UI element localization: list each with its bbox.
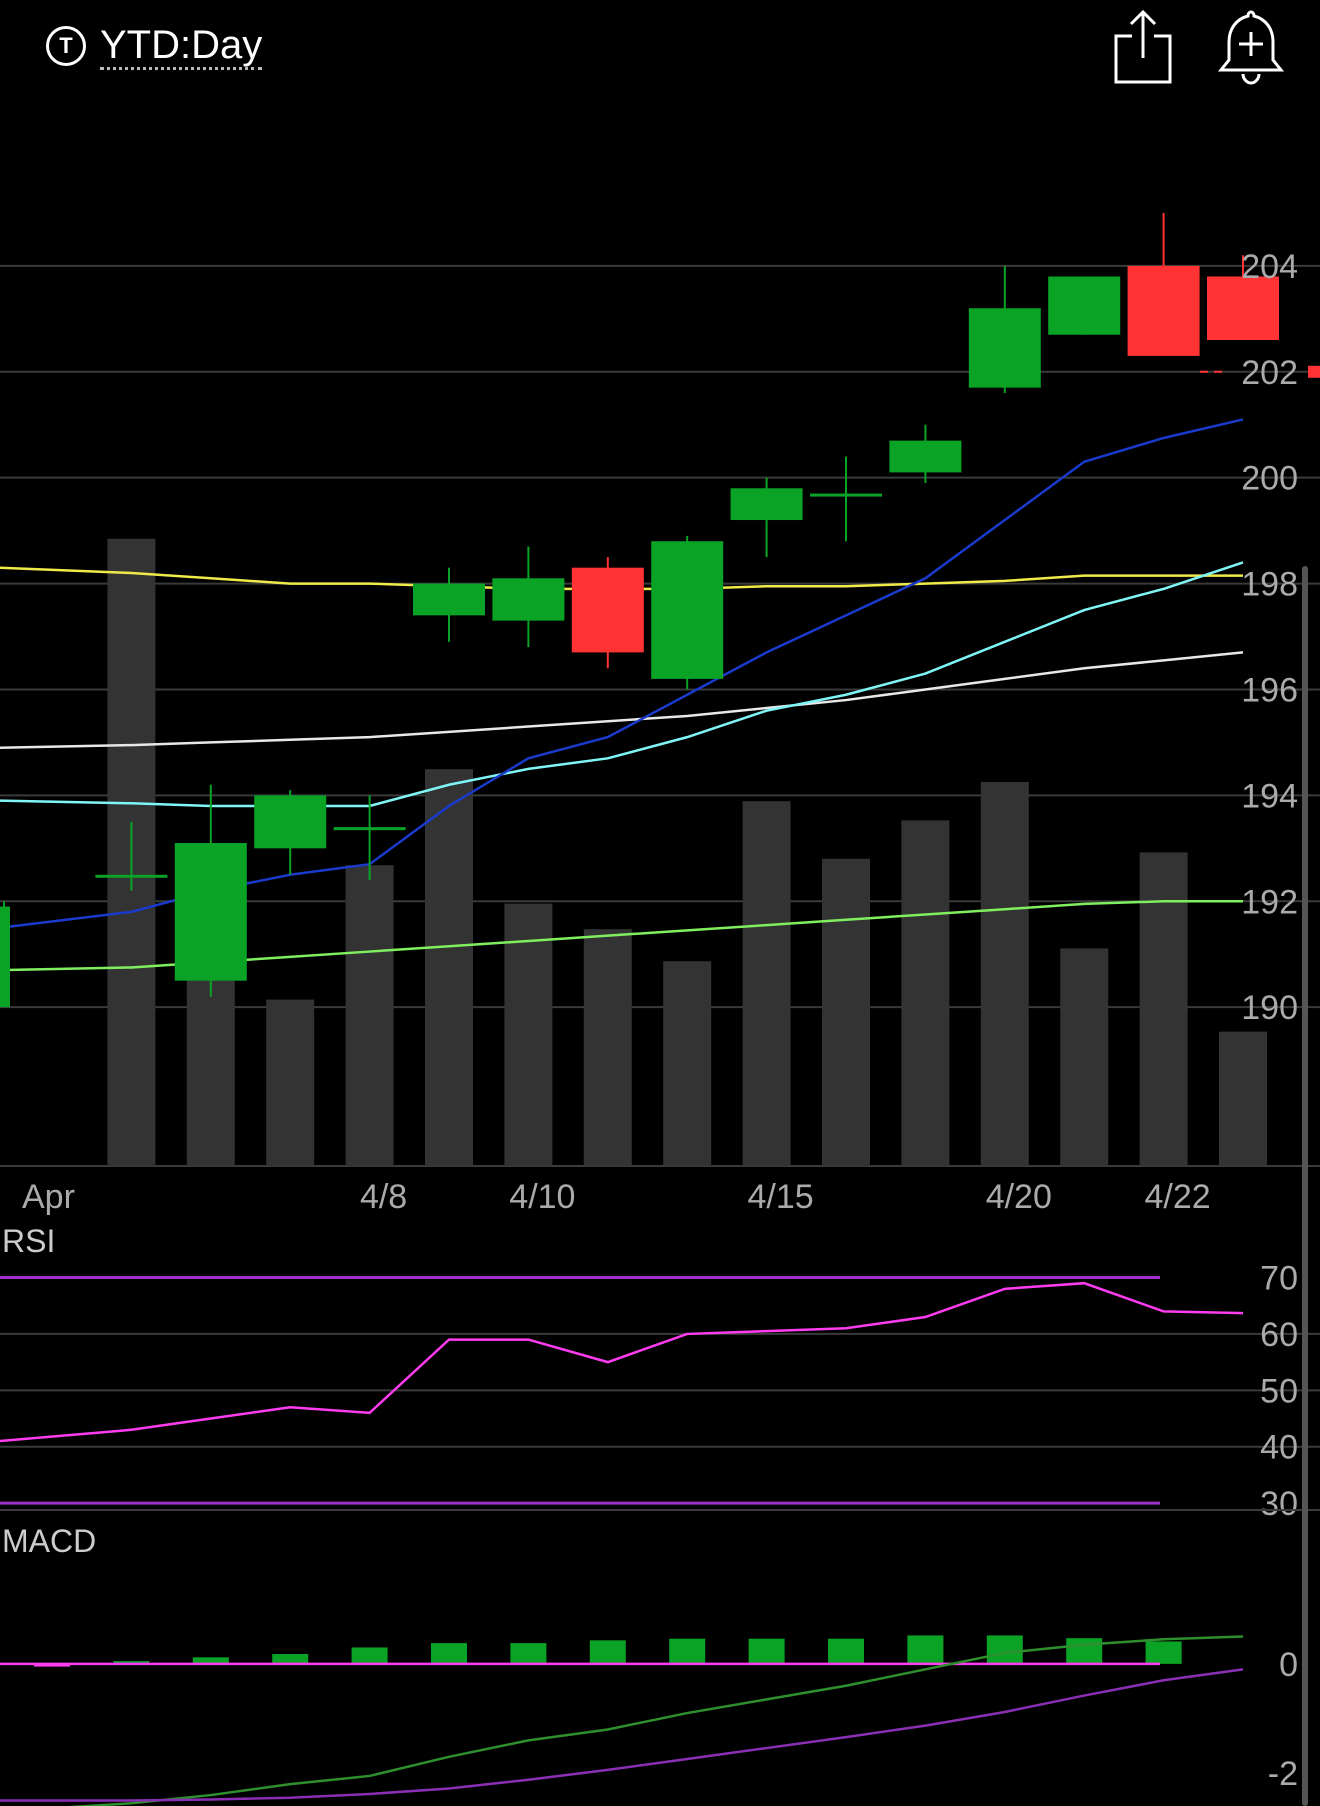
candle-body [0, 906, 10, 1008]
candle-body [968, 308, 1041, 388]
volume-bar [425, 769, 473, 1166]
macd-histogram-bar [272, 1654, 309, 1664]
macd-histogram-bar [510, 1643, 547, 1664]
macd-histogram-bar [907, 1635, 944, 1664]
candle-body [413, 583, 485, 616]
volume-bar [901, 820, 950, 1166]
ticker-circle-icon: T [46, 26, 86, 66]
macd-line [67, 1635, 1244, 1806]
volume-bar [822, 858, 870, 1166]
macd-histogram-bar [828, 1638, 864, 1664]
price-tick-label: 190 [1241, 989, 1298, 1027]
macd-title: MACD [2, 1523, 96, 1559]
moving-average-line [0, 651, 1244, 749]
vertical-scrollbar[interactable] [1302, 566, 1308, 1806]
date-tick-label: 4/15 [748, 1178, 814, 1216]
candle-body [1048, 276, 1121, 335]
price-tick-label: 198 [1241, 566, 1298, 604]
share-button[interactable] [1110, 6, 1176, 86]
price-tick-label: 196 [1241, 671, 1298, 709]
volume-bar [663, 961, 712, 1166]
date-tick-label: 4/10 [509, 1178, 575, 1216]
date-tick-label: 4/22 [1145, 1178, 1211, 1216]
candle-body [254, 795, 327, 849]
price-tick-label: 192 [1241, 883, 1298, 921]
volume-bar [1219, 1031, 1267, 1166]
price-tick-label: 194 [1241, 777, 1298, 815]
rsi-tick-label: 60 [1260, 1316, 1298, 1354]
candle-body [889, 440, 962, 473]
price-tick-label: 200 [1241, 460, 1298, 498]
volume-bar [504, 903, 553, 1166]
moving-average-line [0, 418, 1244, 929]
macd-histogram-bar [431, 1643, 467, 1664]
rsi-tick-label: 30 [1260, 1485, 1298, 1523]
macd-signal-line [0, 1668, 1244, 1802]
candle-body [651, 541, 724, 679]
candle-body [333, 827, 406, 831]
volume-bar [266, 999, 315, 1166]
macd-histogram-bar [1066, 1638, 1103, 1664]
chart-header: T YTD:Day [0, 0, 1320, 90]
rsi-tick-label: 40 [1260, 1429, 1298, 1467]
period-selector-button[interactable]: T YTD:Day [46, 18, 263, 74]
macd-histogram-bar [113, 1661, 150, 1664]
candle-body [1127, 265, 1200, 356]
price-tick-label: 202 [1241, 354, 1298, 392]
volume-bar [980, 782, 1029, 1166]
macd-histogram-bar [351, 1647, 388, 1664]
candle-body [95, 874, 168, 878]
moving-average-lines [0, 418, 1244, 972]
rsi-tick-label: 50 [1260, 1372, 1298, 1410]
volume-bar [1060, 948, 1109, 1166]
volume-bar [742, 801, 791, 1166]
macd-histogram-bar [1145, 1641, 1182, 1664]
macd-histogram-bar [986, 1635, 1023, 1664]
rsi-line [0, 1281, 1244, 1443]
macd-tick-label: -2 [1268, 1755, 1298, 1793]
candle-body [174, 843, 247, 981]
date-tick-label: 4/20 [986, 1178, 1052, 1216]
date-tick-label: 4/8 [360, 1178, 407, 1216]
candle-body [1207, 276, 1279, 341]
price-candles [0, 212, 1279, 1008]
macd-histogram-bar [34, 1663, 70, 1667]
add-alert-bell-icon [1217, 10, 1285, 85]
volume-bar [345, 865, 394, 1166]
candle-body [571, 567, 644, 653]
volume-bar [583, 929, 632, 1166]
last-price-marker [1308, 365, 1320, 378]
candle-body [492, 578, 565, 621]
price-axis: 190 192 194 196 198 200 202 204 [1200, 248, 1320, 1027]
price-tick-label: 204 [1241, 248, 1298, 286]
macd-histogram-bar [192, 1657, 229, 1664]
macd-histogram-bar [589, 1640, 626, 1664]
macd-panel: MACD 0 -2 [0, 1523, 1298, 1806]
macd-histogram-bar [669, 1638, 706, 1664]
share-icon [1114, 9, 1172, 84]
volume-bars [107, 538, 1267, 1166]
rsi-panel: RSI 30 40 50 60 70 [0, 1223, 1320, 1523]
rsi-tick-label: 70 [1260, 1260, 1298, 1298]
moving-average-line [0, 900, 1243, 972]
macd-tick-label: 0 [1279, 1646, 1298, 1684]
moving-average-line [0, 566, 1243, 591]
volume-bar [1139, 852, 1188, 1166]
moving-average-line [0, 561, 1244, 808]
add-alert-button[interactable] [1216, 6, 1286, 86]
date-tick-label: Apr [22, 1178, 75, 1216]
period-label: YTD:Day [100, 23, 263, 70]
candle-body [730, 488, 803, 521]
rsi-title: RSI [2, 1223, 55, 1259]
macd-histogram-bar [748, 1638, 785, 1664]
date-axis: Apr 4/8 4/10 4/15 4/20 4/22 [22, 1178, 1211, 1216]
candle-body [810, 493, 882, 497]
